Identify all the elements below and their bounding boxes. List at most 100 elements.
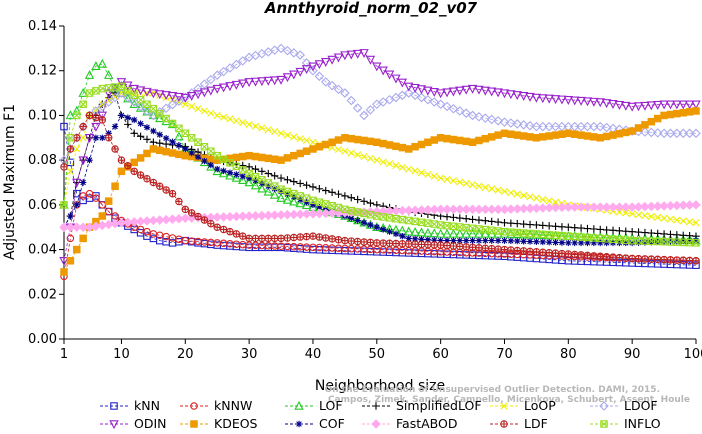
point-ldf (436, 241, 445, 249)
point-odin (448, 87, 459, 97)
point-simplifiedlof (283, 176, 292, 184)
point-fastabod (601, 202, 612, 212)
point-ldf (500, 245, 509, 254)
point-ldof (455, 106, 465, 116)
point-simplifiedlof (162, 140, 170, 148)
point-cof (475, 237, 483, 244)
point-fastabod (314, 208, 325, 219)
point-odin (480, 86, 491, 96)
point-simplifiedlof (507, 219, 515, 227)
point-cof (73, 201, 80, 209)
point-cof (482, 237, 489, 244)
point-inflo (149, 104, 158, 113)
legend-marker-inflo (600, 420, 608, 428)
point-ldf (366, 238, 375, 247)
x-tick-label: 1 (60, 347, 68, 362)
point-ldof (461, 108, 471, 118)
point-kdeos (283, 154, 292, 162)
point-simplifiedlof (296, 179, 304, 188)
point-odin (512, 91, 522, 101)
point-inflo (692, 239, 700, 247)
point-fastabod (269, 210, 280, 220)
point-fastabod (301, 209, 312, 219)
point-fastabod (218, 212, 229, 222)
point-fastabod (506, 204, 516, 214)
point-fastabod (614, 202, 625, 212)
point-cof (526, 238, 534, 245)
point-odin (601, 99, 612, 109)
point-fastabod (308, 209, 318, 219)
point-ldof (646, 127, 657, 138)
point-kdeos (666, 110, 675, 119)
point-loop (660, 214, 668, 222)
point-ldf (443, 241, 451, 250)
point-cof (520, 238, 527, 245)
point-ldf (328, 235, 336, 243)
point-ldf (92, 113, 100, 122)
point-ldf (194, 212, 202, 221)
point-kdeos (181, 151, 190, 160)
point-inflo (328, 202, 336, 210)
point-loop (79, 134, 87, 142)
point-kdeos (98, 212, 107, 220)
point-loop (475, 182, 483, 190)
point-loop (360, 152, 368, 161)
point-ldof (320, 77, 331, 87)
point-simplifiedlof (347, 194, 355, 202)
point-ldof (161, 103, 171, 114)
point-ldof (218, 66, 229, 77)
point-odin (640, 101, 650, 111)
point-kdeos (373, 138, 381, 147)
point-loop (430, 172, 438, 180)
point-fastabod (544, 202, 554, 213)
point-odin (231, 80, 242, 90)
point-odin (135, 86, 146, 96)
point-ldof (340, 88, 350, 98)
point-ldof (174, 96, 184, 106)
point-ldf (98, 116, 107, 124)
point-loop (424, 170, 432, 179)
point-ldf (666, 256, 675, 264)
point-inflo (66, 134, 75, 142)
point-loop (666, 215, 675, 223)
point-kdeos (456, 136, 464, 145)
point-ldof (276, 43, 286, 54)
point-ldof (282, 45, 293, 56)
point-inflo (564, 232, 573, 240)
point-odin (461, 85, 471, 95)
point-inflo (117, 82, 126, 91)
point-fastabod (391, 206, 401, 216)
point-ldf (385, 239, 394, 248)
point-loop (341, 147, 349, 155)
point-inflo (175, 124, 183, 133)
point-kdeos (309, 145, 317, 153)
point-simplifiedlof (258, 167, 266, 176)
point-ldf (545, 248, 553, 257)
point-ldof (327, 80, 337, 91)
point-cof (469, 237, 476, 244)
point-cof (501, 237, 508, 244)
point-ldf (277, 234, 285, 243)
point-ldf (219, 225, 228, 234)
point-simplifiedlof (156, 139, 164, 147)
point-kdeos (143, 149, 151, 158)
point-ldof (301, 58, 312, 68)
point-cof (558, 239, 566, 246)
point-odin (340, 51, 350, 61)
point-loop (647, 212, 655, 221)
point-simplifiedlof (481, 217, 490, 225)
point-kdeos (436, 134, 445, 142)
point-knnw (66, 234, 75, 243)
point-loop (686, 218, 694, 226)
point-lof (538, 230, 548, 240)
point-kdeos (277, 156, 285, 164)
point-fastabod (646, 201, 657, 212)
point-loop (213, 111, 221, 120)
legend-label-kdeos: KDEOS (214, 416, 258, 431)
point-kdeos (596, 134, 604, 142)
point-lof (289, 196, 299, 206)
point-lof (531, 229, 542, 239)
point-cof (635, 239, 642, 246)
point-lof (544, 230, 554, 240)
point-kdeos (379, 139, 387, 148)
